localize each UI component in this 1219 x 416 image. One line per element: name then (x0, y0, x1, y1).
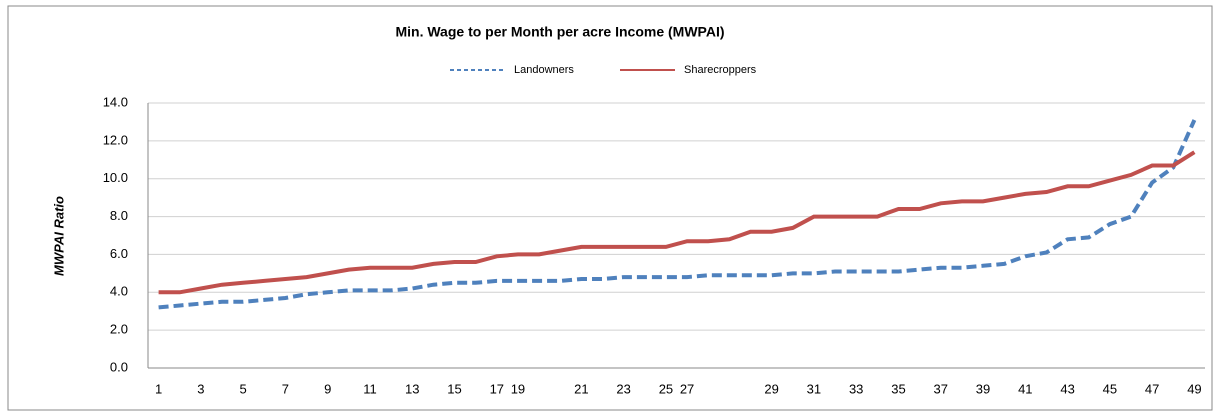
x-tick-label: 35 (891, 381, 905, 396)
x-tick-label: 3 (197, 381, 204, 396)
x-tick-label: 17 (490, 381, 504, 396)
x-tick-label: 15 (447, 381, 461, 396)
x-tick-label: 49 (1187, 381, 1201, 396)
x-tick-label: 21 (574, 381, 588, 396)
y-tick-label: 6.0 (110, 246, 128, 261)
x-tick-label: 7 (282, 381, 289, 396)
y-tick-label: 4.0 (110, 284, 128, 299)
x-tick-label: 31 (807, 381, 821, 396)
x-tick-label: 19 (511, 381, 525, 396)
x-tick-label: 45 (1103, 381, 1117, 396)
x-tick-label: 41 (1018, 381, 1032, 396)
y-axis-label: MWPAI Ratio (51, 196, 66, 276)
chart-title: Min. Wage to per Month per acre Income (… (395, 24, 724, 40)
x-tick-label: 29 (764, 381, 778, 396)
x-tick-label: 11 (363, 381, 377, 396)
x-tick-label: 9 (324, 381, 331, 396)
y-tick-label: 0.0 (110, 359, 128, 374)
x-tick-label: 43 (1060, 381, 1074, 396)
x-tick-label: 13 (405, 381, 419, 396)
chart-frame (7, 5, 1213, 411)
x-tick-label: 47 (1145, 381, 1159, 396)
y-tick-label: 8.0 (110, 208, 128, 223)
x-tick-label: 27 (680, 381, 694, 396)
y-tick-label: 10.0 (103, 170, 128, 185)
x-tick-label: 39 (976, 381, 990, 396)
legend-label: Sharecroppers (684, 64, 757, 76)
y-tick-label: 12.0 (103, 132, 128, 147)
series-line (158, 119, 1197, 310)
x-tick-label: 37 (934, 381, 948, 396)
x-tick-label: 23 (616, 381, 630, 396)
y-tick-label: 14.0 (103, 94, 128, 109)
y-tick-label: 2.0 (110, 322, 128, 337)
x-tick-label: 25 (659, 381, 673, 396)
series-line (158, 150, 1196, 295)
x-tick-label: 5 (240, 381, 247, 396)
legend-label: Landowners (514, 64, 574, 76)
x-tick-label: 33 (849, 381, 863, 396)
x-tick-label: 1 (155, 381, 162, 396)
